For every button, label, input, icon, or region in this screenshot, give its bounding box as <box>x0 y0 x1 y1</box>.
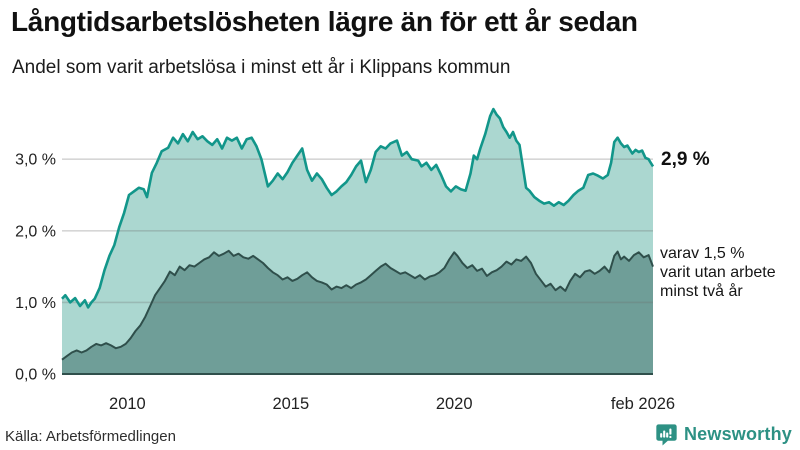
line-total-one-year <box>61 107 655 309</box>
newsworthy-branding: Newsworthy <box>655 423 792 446</box>
newsworthy-logo-icon <box>655 423 678 446</box>
x-tick-label-2010: 2010 <box>109 395 146 413</box>
x-tick-label-2020: 2020 <box>436 395 473 413</box>
line-two-plus-years <box>61 249 654 361</box>
secondary-series-label-line2: varit utan arbete <box>660 264 776 281</box>
y-tick-label-2: 2,0 % <box>15 223 56 240</box>
y-tick-label-0: 0,0 % <box>15 367 56 384</box>
y-tick-label-1: 1,0 % <box>15 295 56 312</box>
y-tick-label-3: 3,0 % <box>15 152 56 169</box>
x-tick-label-2015: 2015 <box>272 395 309 413</box>
latest-value-label: 2,9 % <box>661 149 710 170</box>
page-subtitle: Andel som varit arbetslösa i minst ett å… <box>12 57 511 78</box>
area-two-plus-years <box>62 250 653 374</box>
page-title: Långtidsarbetslösheten lägre än för ett … <box>11 6 638 37</box>
secondary-series-label-line1: varav 1,5 % <box>660 245 745 262</box>
newsworthy-brand-name: Newsworthy <box>683 424 792 444</box>
x-tick-label-feb-2026: feb 2026 <box>611 395 675 413</box>
secondary-series-label-line3: minst två år <box>660 283 743 300</box>
secondary-series-label: varav 1,5 % varit utan arbete minst två … <box>660 244 776 301</box>
source-note: Källa: Arbetsförmedlingen <box>5 428 176 445</box>
